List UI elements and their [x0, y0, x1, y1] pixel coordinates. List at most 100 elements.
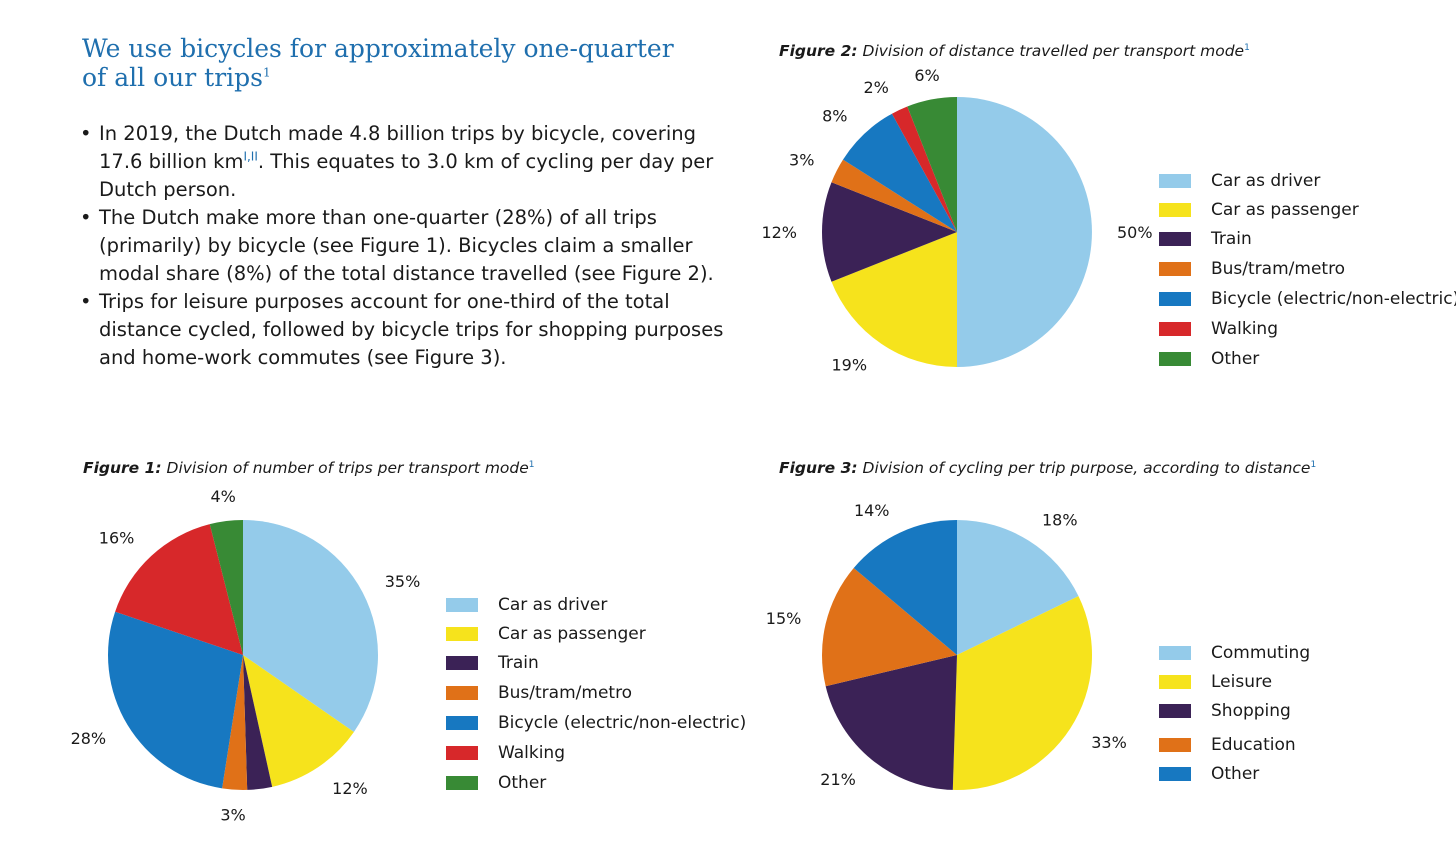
data-label-car-as-driver: 35% — [385, 572, 421, 591]
legend-swatch — [1159, 262, 1191, 276]
pie-slice-bus-tram-metro — [831, 159, 957, 232]
bullet-text-cont: . This equates to 3.0 km of cycling per … — [99, 150, 714, 201]
legend-swatch — [1159, 767, 1191, 781]
legend-swatch — [446, 686, 478, 700]
page-heading: We use bicycles for approximately one-qu… — [82, 34, 702, 92]
legend-swatch — [1159, 203, 1191, 217]
pie-slice-car-as-driver — [243, 520, 378, 732]
legend-swatch — [446, 716, 478, 730]
pie-slice-other — [907, 97, 957, 232]
key-points-list: In 2019, the Dutch made 4.8 billion trip… — [80, 120, 730, 372]
legend-label: Car as passenger — [1211, 200, 1359, 220]
figure-1-title: Figure 1: Division of number of trips pe… — [83, 459, 535, 477]
pie-slice-bicycle-electric-non-electric — [843, 113, 957, 232]
data-label-shopping: 21% — [820, 770, 856, 789]
legend-label: Shopping — [1211, 701, 1291, 721]
pie-slice-shopping — [825, 655, 957, 790]
figure-3-footnote: 1 — [1310, 459, 1317, 470]
legend-label: Bus/tram/metro — [498, 683, 633, 703]
data-label-car-as-driver: 50% — [1117, 223, 1153, 242]
figure-3-pie: 18% 33% 21% 15% 14% — [766, 501, 1127, 790]
legend-swatch — [1159, 675, 1191, 689]
pie-slice-train — [822, 182, 957, 282]
bullet-item: The Dutch make more than one-quarter (28… — [80, 204, 730, 288]
legend-label: Car as driver — [498, 595, 608, 615]
legend-label: Other — [1211, 349, 1260, 369]
legend-label: Leisure — [1211, 672, 1273, 692]
pie-slice-car-as-passenger — [831, 232, 957, 367]
legend-swatch — [446, 598, 478, 612]
bullet-item: Trips for leisure purposes account for o… — [80, 288, 730, 372]
data-label-commuting: 18% — [1042, 510, 1078, 529]
figure-2-legend: Car as driver Car as passenger Train Bus/tr… — [1159, 170, 1456, 370]
data-label-bicycle-electric-non-electric: 28% — [71, 729, 107, 748]
figure-2-title-text: Division of distance travelled per trans… — [862, 42, 1245, 60]
figure-1-label: Figure 1: — [83, 459, 162, 477]
pie-slice-train — [243, 655, 273, 790]
figure-3-chart: Figure 3: Division of cycling per trip p… — [766, 459, 1449, 829]
legend-label: Commuting — [1211, 643, 1311, 663]
pie-slice-walking — [115, 524, 243, 655]
figure-2-title: Figure 2: Division of distance travelled… — [779, 42, 1250, 60]
data-label-other: 6% — [914, 66, 939, 85]
legend-swatch — [1159, 232, 1191, 246]
data-label-bus-tram-metro: 3% — [789, 150, 814, 169]
data-label-walking: 16% — [99, 529, 135, 548]
data-label-other: 14% — [854, 501, 890, 520]
legend-swatch — [446, 656, 478, 670]
figure-3-title: Figure 3: Division of cycling per trip p… — [779, 459, 1316, 477]
legend-label: Bicycle (electric/non-electric) — [498, 713, 747, 733]
legend-label: Bus/tram/metro — [1211, 259, 1346, 279]
legend-swatch — [1159, 352, 1191, 366]
legend-swatch — [1159, 174, 1191, 188]
data-label-other: 4% — [210, 487, 235, 506]
data-label-car-as-passenger: 19% — [832, 355, 868, 374]
bullet-text: Trips for leisure purposes account for o… — [99, 290, 724, 369]
legend-label: Other — [498, 773, 547, 793]
figure-1-title-text: Division of number of trips per transpor… — [166, 459, 529, 477]
figure-2-label: Figure 2: — [779, 42, 858, 60]
pie-slice-car-as-passenger — [243, 655, 354, 787]
heading-text: We use bicycles for approximately one-qu… — [82, 34, 674, 92]
pie-slice-education — [822, 568, 957, 687]
legend-swatch — [446, 746, 478, 760]
figure-3-legend: Commuting Leisure Shopping Education Other — [1159, 642, 1449, 792]
legend-swatch — [1159, 292, 1191, 306]
figure-1-pie: 35% 12% 3% 28% 16% 4% — [71, 487, 421, 825]
data-label-education: 15% — [766, 609, 802, 628]
pie-slice-leisure — [952, 596, 1092, 790]
data-label-bus-tram-metro: 3% — [220, 806, 245, 825]
legend-label: Train — [498, 653, 539, 673]
legend-label: Walking — [1211, 319, 1278, 339]
legend-label: Car as driver — [1211, 171, 1321, 191]
data-label-train: 12% — [761, 223, 797, 242]
figure-1-chart: Figure 1: Division of number of trips pe… — [71, 459, 747, 839]
legend-label: Education — [1211, 735, 1296, 755]
data-label-leisure: 33% — [1091, 733, 1127, 752]
heading-footnote: 1 — [262, 65, 271, 80]
pie-slice-other — [209, 520, 243, 655]
legend-label: Car as passenger — [498, 624, 646, 644]
legend-swatch — [1159, 322, 1191, 336]
bullet-footnote: I,II — [243, 149, 258, 164]
legend-swatch — [1159, 646, 1191, 660]
figure-2-pie: 50% 19% 12% 3% 8% 2% 6% — [761, 66, 1153, 374]
legend-swatch — [446, 776, 478, 790]
legend-label: Bicycle (electric/non-electric) — [1211, 289, 1456, 309]
bullet-item: In 2019, the Dutch made 4.8 billion trip… — [80, 120, 730, 204]
bullet-text: In 2019, the Dutch made 4.8 billion trip… — [99, 122, 696, 173]
pie-slice-commuting — [957, 520, 1079, 655]
figure-2-chart: Figure 2: Division of distance travelled… — [761, 42, 1456, 392]
legend-swatch — [1159, 738, 1191, 752]
figure-3-title-text: Division of cycling per trip purpose, ac… — [862, 459, 1311, 477]
pie-slice-bicycle-electric-non-electric — [108, 611, 243, 789]
legend-label: Other — [1211, 764, 1260, 784]
pie-slice-walking — [891, 106, 957, 232]
figure-1-footnote: 1 — [528, 459, 535, 470]
legend-swatch — [446, 627, 478, 641]
pie-slice-bus-tram-metro — [222, 655, 248, 790]
bullet-text: The Dutch make more than one-quarter (28… — [99, 206, 714, 285]
legend-label: Walking — [498, 743, 565, 763]
figure-2-footnote: 1 — [1244, 42, 1250, 53]
data-label-bicycle-electric-non-electric: 8% — [822, 106, 847, 125]
